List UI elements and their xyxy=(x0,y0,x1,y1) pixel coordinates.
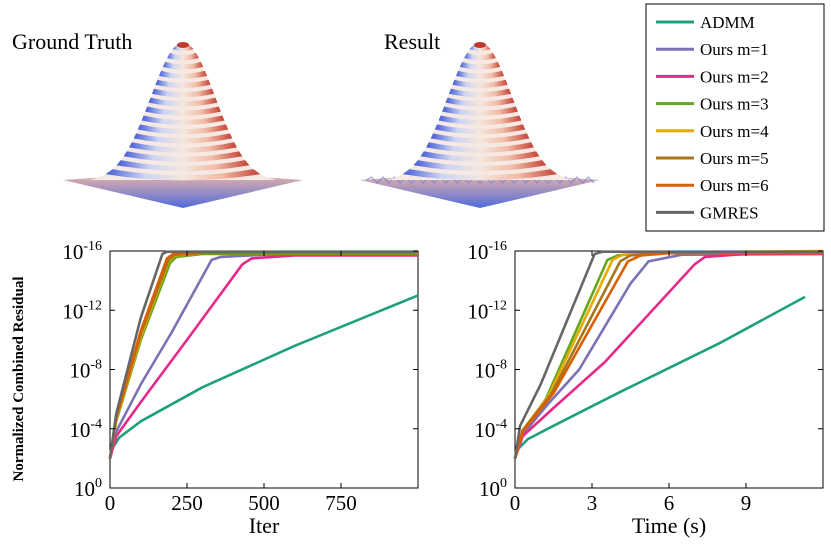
legend: ADMM Ours m=1 Ours m=2 Ours m=3 Ours m=4 Ours… xyxy=(645,3,825,232)
legend-label: GMRES xyxy=(700,203,759,222)
result-surface xyxy=(360,42,600,208)
legend-box xyxy=(645,3,825,232)
legend-item: GMRES xyxy=(656,203,759,222)
x-tick-label: 6 xyxy=(664,491,675,515)
y-tick-label: 100 xyxy=(479,476,507,501)
y-tick-label: 10-4 xyxy=(69,417,102,442)
series-line-ours-m-2 xyxy=(108,254,418,459)
surface-band xyxy=(141,115,225,125)
y-tick-label: 10-8 xyxy=(474,358,507,383)
iter-plot: 0 250 500 750 100 10-4 10-8 10-12 10-16 Iter xyxy=(62,239,419,538)
y-tick-label: 10-16 xyxy=(467,239,507,264)
legend-item: Ours m=3 xyxy=(656,95,769,114)
surface-band xyxy=(438,115,522,125)
surface-band xyxy=(459,61,501,70)
y-tick-label: 10-12 xyxy=(62,298,102,323)
x-tick-label: 750 xyxy=(325,491,357,515)
legend-item: Ours m=6 xyxy=(656,176,769,195)
surface-band xyxy=(464,52,496,61)
surface-band xyxy=(129,142,237,153)
surface-band xyxy=(430,133,530,144)
x-tick-label: 250 xyxy=(171,491,203,515)
legend-label: Ours m=2 xyxy=(700,67,769,86)
surface-band xyxy=(434,124,526,135)
surface-band xyxy=(452,79,508,88)
surface-band xyxy=(105,169,261,181)
surface-skirt xyxy=(63,172,303,208)
x-tick-label: 0 xyxy=(510,491,521,515)
ground-truth-title: Ground Truth xyxy=(12,29,132,54)
ground-truth-panel: Ground Truth xyxy=(12,29,303,208)
legend-item: Ours m=2 xyxy=(656,67,769,86)
x-tick-label: 9 xyxy=(741,491,752,515)
surface-band xyxy=(402,169,558,181)
legend-label: Ours m=5 xyxy=(700,149,769,168)
legend-item: Ours m=1 xyxy=(656,40,769,59)
surface-band xyxy=(426,142,534,153)
x-axis-label: Iter xyxy=(249,513,280,538)
x-tick-label: 500 xyxy=(248,491,280,515)
surface-peak xyxy=(177,42,189,48)
y-tick-label: 10-8 xyxy=(69,358,102,383)
y-axis-label: Normalized Combined Residual xyxy=(11,276,27,481)
result-title: Result xyxy=(384,29,440,54)
legend-label: Ours m=6 xyxy=(700,176,769,195)
time-plot: 0 3 6 9 100 10-4 10-8 10-12 10-16 Time (s) xyxy=(467,239,824,538)
surface-band xyxy=(158,70,208,79)
surface-band xyxy=(123,151,243,162)
surface-band xyxy=(442,106,518,116)
surface-band xyxy=(448,88,512,98)
y-tick-label: 10-4 xyxy=(474,417,507,442)
surface-band xyxy=(455,70,505,79)
x-tick-label: 3 xyxy=(587,491,598,515)
x-axis-label: Time (s) xyxy=(632,513,706,538)
surface-band xyxy=(145,106,221,116)
legend-label: Ours m=3 xyxy=(700,95,769,114)
surface-band xyxy=(167,52,199,61)
surface-band xyxy=(148,97,218,107)
x-tick-label: 0 xyxy=(105,491,116,515)
legend-item: Ours m=4 xyxy=(656,122,769,141)
legend-item: ADMM xyxy=(656,13,755,32)
surface-peak xyxy=(474,42,486,48)
legend-label: Ours m=4 xyxy=(700,122,769,141)
surface-band xyxy=(133,133,233,144)
series-line-ours-m-1 xyxy=(513,252,824,459)
surface-band xyxy=(155,79,211,88)
y-tick-label: 100 xyxy=(74,476,102,501)
surface-band xyxy=(413,160,547,172)
legend-item: Ours m=5 xyxy=(656,149,769,168)
surface-band xyxy=(116,160,250,172)
result-panel: Result xyxy=(360,29,600,208)
surface-band xyxy=(445,97,515,107)
y-tick-label: 10-12 xyxy=(467,298,507,323)
series-line-gmres xyxy=(513,250,823,459)
surface-band xyxy=(420,151,540,162)
surface-band xyxy=(137,124,229,135)
surface-band xyxy=(162,61,204,70)
surface-band xyxy=(151,88,215,98)
ground-truth-surface xyxy=(63,42,303,208)
legend-label: Ours m=1 xyxy=(700,40,769,59)
legend-label: ADMM xyxy=(700,13,755,32)
plot-frame xyxy=(109,250,419,489)
y-tick-label: 10-16 xyxy=(62,239,102,264)
surface-skirt xyxy=(360,172,600,208)
series-line-gmres xyxy=(108,250,418,459)
